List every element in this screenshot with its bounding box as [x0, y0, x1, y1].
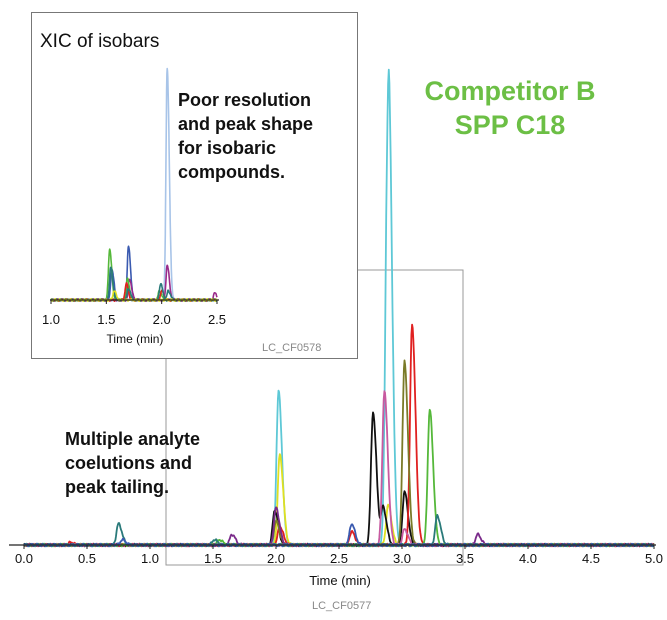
- title-line-1: Competitor B: [424, 76, 596, 106]
- inset-x-axis-label: Time (min): [107, 332, 164, 346]
- main-tick-label: 1.0: [141, 551, 159, 566]
- inset-code-label: LC_CF0578: [262, 342, 322, 354]
- inset-title: XIC of isobars: [40, 31, 160, 52]
- main-tick-label: 4.0: [519, 551, 537, 566]
- main-tick-label: 2.5: [330, 551, 348, 566]
- inset-annotation-line-4: compounds.: [178, 162, 285, 182]
- main-tick-label: 5.0: [645, 551, 663, 566]
- main-tick-label: 0.5: [78, 551, 96, 566]
- main-tick-label: 1.5: [204, 551, 222, 566]
- main-tick-label: 2.0: [267, 551, 285, 566]
- inset-annotation-line-3: for isobaric: [178, 138, 277, 158]
- zoom-region-outline: [165, 269, 464, 566]
- main-code-label: LC_CF0577: [312, 600, 372, 612]
- inset-tick-label: 1.5: [97, 312, 115, 327]
- inset-series-3: [50, 248, 218, 302]
- zoom-outline: [165, 269, 464, 566]
- inset-annotation-line-2: and peak shape: [178, 114, 314, 134]
- inset-series-1: [50, 245, 218, 302]
- inset-annotation: Poor resolution and peak shape for isoba…: [178, 88, 313, 184]
- main-tick-label: 0.0: [15, 551, 33, 566]
- title-line-2: SPP C18: [454, 110, 566, 140]
- inset-tick-label: 2.0: [153, 312, 171, 327]
- main-annotation-line-3: peak tailing.: [65, 477, 170, 497]
- inset-series-2: [50, 264, 218, 302]
- main-annotation: Multiple analyte coelutions and peak tai…: [65, 427, 200, 499]
- inset-tick-label: 1.0: [42, 312, 60, 327]
- main-tick-label: 4.5: [582, 551, 600, 566]
- inset-x-ticks: 1.0 1.5 2.0 2.5: [42, 300, 226, 327]
- main-tick-label: 3.5: [456, 551, 474, 566]
- chart-title: Competitor B SPP C18: [405, 74, 615, 142]
- inset-annotation-line-1: Poor resolution: [178, 90, 312, 110]
- main-x-axis-label: Time (min): [309, 573, 371, 588]
- main-x-ticks: 0.0 0.5 1.0 1.5 2.0 2.5 3.0 3.5 4.0 4.5 5.0: [15, 545, 663, 566]
- main-tick-label: 3.0: [393, 551, 411, 566]
- main-annotation-line-1: Multiple analyte: [65, 429, 201, 449]
- inset-tick-label: 2.5: [208, 312, 226, 327]
- main-annotation-line-2: coelutions and: [65, 453, 193, 473]
